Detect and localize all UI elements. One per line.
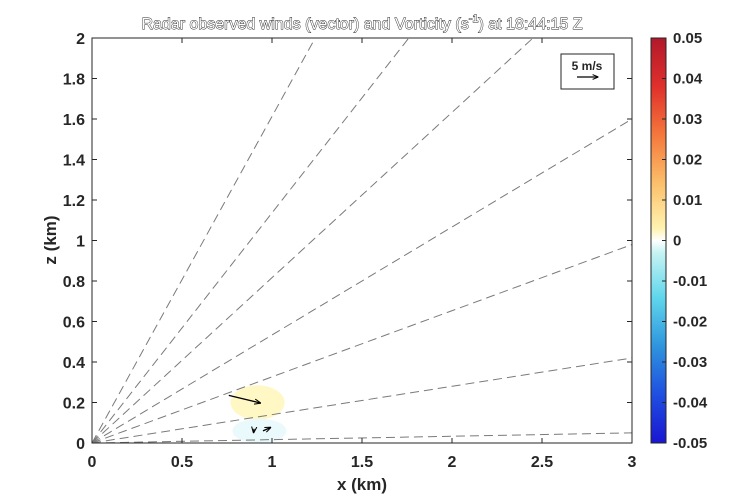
- colorbar-tick-label: -0.01: [673, 273, 707, 290]
- radar-beam-5: [92, 38, 534, 443]
- y-tick-label: 0.8: [63, 274, 85, 291]
- y-axis: 0 0.2 0.4 0.6 0.8 1 1.2 1.4 1.6 1.8 2: [63, 31, 632, 453]
- colorbar-tick-label: 0.05: [673, 30, 702, 47]
- vector-legend: 5 m/s: [560, 53, 615, 90]
- radar-beam-4: [92, 118, 632, 443]
- x-tick-label: 2: [448, 454, 457, 471]
- colorbar-tick-label: 0.02: [673, 152, 702, 169]
- x-axis-label: x (km): [337, 475, 387, 494]
- x-tick-label: 1.5: [351, 454, 373, 471]
- colorbar: 0.05 0.04 0.03 0.02 0.01 0 -0.01 -0.02 -0.03 -0.0…: [650, 30, 708, 452]
- x-tick-label: 2.5: [531, 454, 553, 471]
- vorticity-patch-2: [232, 418, 287, 443]
- y-tick-label: 1.6: [63, 112, 85, 129]
- x-axis: 0 0.5 1 1.5 2 2.5 3: [88, 38, 637, 471]
- y-tick-label: 0: [76, 436, 85, 453]
- colorbar-tick-label: 0.03: [673, 111, 702, 128]
- wind-vector-1: [228, 394, 260, 403]
- x-tick-label: 0.5: [171, 454, 193, 471]
- colorbar-tick-label: 0.04: [673, 71, 703, 88]
- colorbar-tick-label: -0.03: [673, 354, 707, 371]
- wind-vectors: [228, 394, 271, 432]
- radar-beam-7: [92, 38, 316, 443]
- colorbar-tick-label: -0.05: [673, 435, 707, 452]
- colorbar-tick-label: 0: [673, 233, 681, 250]
- wind-vector-2: [262, 427, 271, 430]
- colorbar-ticks: 0.05 0.04 0.03 0.02 0.01 0 -0.01 -0.02 -0.03 -0.0…: [662, 30, 708, 452]
- y-tick-label: 1.4: [63, 153, 85, 170]
- colorbar-tick-label: -0.02: [673, 314, 707, 331]
- y-tick-label: 0.6: [63, 315, 85, 332]
- colorbar-tick-label: -0.04: [673, 395, 708, 412]
- y-tick-label: 1.8: [63, 72, 85, 89]
- y-tick-label: 1: [76, 234, 85, 251]
- x-tick-label: 3: [628, 454, 637, 471]
- x-tick-label: 0: [88, 454, 97, 471]
- y-tick-label: 0.2: [63, 396, 85, 413]
- chart-title: Radar observed winds (vector) and Vortic…: [141, 13, 582, 33]
- plot-area: [92, 38, 632, 443]
- radar-beam-2: [92, 357, 632, 443]
- radar-beam-6: [92, 38, 410, 443]
- colorbar-tick-label: 0.01: [673, 192, 702, 209]
- y-tick-label: 2: [76, 31, 85, 48]
- vector-legend-box: [560, 53, 615, 90]
- y-tick-label: 1.2: [63, 193, 85, 210]
- y-axis-label: z (km): [41, 215, 60, 264]
- y-tick-label: 0.4: [63, 355, 85, 372]
- radar-beams: [92, 38, 632, 443]
- vector-legend-label: 5 m/s: [572, 59, 603, 73]
- radar-beam-3: [92, 244, 632, 443]
- x-tick-label: 1: [268, 454, 277, 471]
